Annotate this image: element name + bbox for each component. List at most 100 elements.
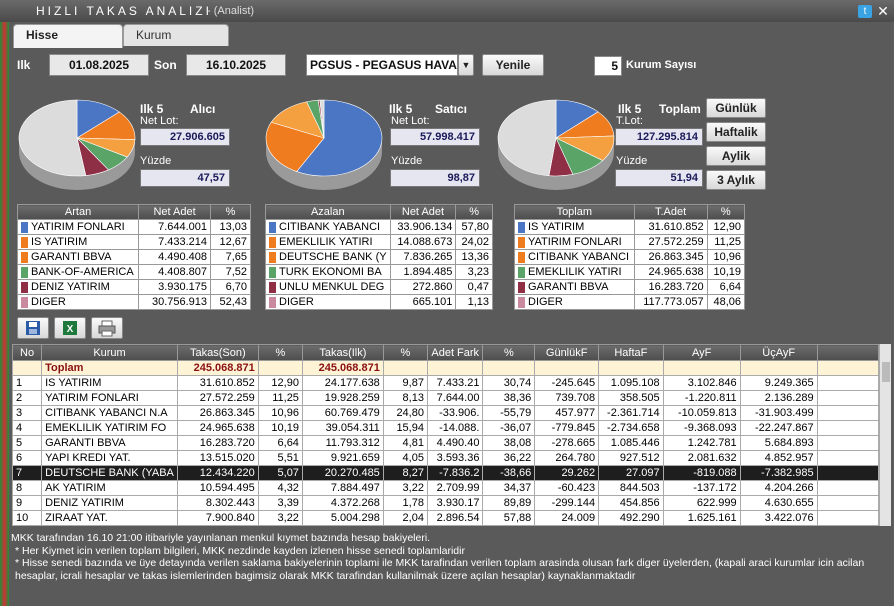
row-name: GARANTI BBVA bbox=[528, 281, 609, 293]
table-row[interactable]: 7 DEUTSCHE BANK (YABA 12.434.220 5,07 20.270… bbox=[11, 465, 880, 481]
background-strip bbox=[0, 22, 9, 606]
tab-kurum[interactable]: Kurum bbox=[123, 24, 229, 46]
column-header[interactable]: % bbox=[382, 344, 428, 361]
column-header[interactable]: GünlükF bbox=[534, 344, 600, 361]
table-cell: 10.594.495 bbox=[176, 480, 259, 496]
column-header[interactable]: Takas(Ilk) bbox=[301, 344, 384, 361]
table-cell: 5.004.298 bbox=[301, 510, 384, 526]
table-cell: 31.610.852 bbox=[176, 375, 259, 391]
table-row[interactable]: IS YATIRIM 31.610.852 12,90 bbox=[514, 219, 746, 235]
column-header[interactable]: AyF bbox=[662, 344, 741, 361]
table-cell: -7.836.2 bbox=[426, 465, 484, 481]
table-row[interactable]: 9 DENIZ YATIRIM 8.302.443 3,39 4.372.268 1,78… bbox=[11, 495, 880, 511]
column-header[interactable]: % bbox=[482, 344, 536, 361]
table-row[interactable]: IS YATIRIM 7.433.214 12,67 bbox=[16, 234, 251, 250]
table-cell: 38,08 bbox=[482, 435, 536, 451]
row-name: IS YATIRIM bbox=[528, 221, 585, 233]
table-row[interactable]: EMEKLILIK YATIRI 14.088.673 24,02 bbox=[265, 234, 493, 250]
table-cell: 6,64 bbox=[257, 435, 303, 451]
close-icon[interactable]: ✕ bbox=[877, 3, 889, 19]
legend-swatch bbox=[518, 221, 525, 233]
table-row[interactable]: UNLU MENKUL DEG 272.860 0,47 bbox=[265, 279, 493, 295]
table-row[interactable]: CITIBANK YABANCI 33.906.134 57,80 bbox=[265, 219, 493, 235]
save-icon[interactable] bbox=[17, 317, 49, 339]
chevron-down-icon[interactable]: ▼ bbox=[458, 54, 474, 76]
table-row[interactable]: DIGER 117.773.057 48,06 bbox=[514, 294, 746, 310]
vertical-scrollbar[interactable] bbox=[879, 344, 891, 526]
print-icon[interactable] bbox=[91, 317, 123, 339]
table-row[interactable]: 3 CITIBANK YABANCI N.A 26.863.345 10,96 60.7… bbox=[11, 405, 880, 421]
excel-icon[interactable]: X bbox=[54, 317, 86, 339]
row-percent: 7,65 bbox=[210, 249, 251, 265]
table-row[interactable]: CITIBANK YABANCI 26.863.345 10,96 bbox=[514, 249, 746, 265]
table-row[interactable]: TURK EKONOMI BA 1.894.485 3,23 bbox=[265, 264, 493, 280]
row-percent: 6,70 bbox=[210, 279, 251, 295]
table-row[interactable]: 6 YAPI KREDI YAT. 13.515.020 5,51 9.921.659 4… bbox=[11, 450, 880, 466]
table-row[interactable]: BANK-OF-AMERICA 4.408.807 7,52 bbox=[16, 264, 251, 280]
uc-aylik-button[interactable]: 3 Aylık bbox=[706, 170, 766, 190]
column-header: Azalan bbox=[265, 204, 391, 220]
table-cell: 4.852.957 bbox=[739, 450, 818, 466]
column-header[interactable]: % bbox=[257, 344, 303, 361]
table-row[interactable]: 4 EMEKLILIK YATIRIM FO 24.965.638 10,19 39.0… bbox=[11, 420, 880, 436]
table-row[interactable]: DEUTSCHE BANK (Y 7.836.265 13,36 bbox=[265, 249, 493, 265]
table-cell: 2.896.54 bbox=[426, 510, 484, 526]
table-row[interactable]: DIGER 665.101 1,13 bbox=[265, 294, 493, 310]
legend-swatch bbox=[269, 251, 276, 263]
main-panel: Hisse Kurum Ilk 01.08.2025 Son 16.10.202… bbox=[9, 22, 893, 606]
row-name-cell: DIGER bbox=[514, 294, 635, 310]
table-cell: 492.290 bbox=[598, 510, 664, 526]
stock-select[interactable]: PGSUS - PEGASUS HAVA bbox=[306, 54, 458, 76]
table-row[interactable]: DIGER 30.756.913 52,43 bbox=[16, 294, 251, 310]
table-row[interactable]: 5 GARANTI BBVA 16.283.720 6,64 11.793.312 4,8… bbox=[11, 435, 880, 451]
twitter-icon[interactable]: t bbox=[858, 5, 872, 18]
column-header[interactable]: HaftaF bbox=[598, 344, 664, 361]
satici-pie-slice bbox=[265, 121, 325, 172]
table-row[interactable]: GARANTI BBVA 4.490.408 7,65 bbox=[16, 249, 251, 265]
table-cell: 30,74 bbox=[482, 375, 536, 391]
table-row[interactable]: YATIRIM FONLARI 7.644.001 13,03 bbox=[16, 219, 251, 235]
column-header[interactable]: No bbox=[11, 344, 43, 361]
table-row[interactable]: 1 IS YATIRIM 31.610.852 12,90 24.177.638 9,87… bbox=[11, 375, 880, 391]
haftalik-button[interactable]: Haftalik bbox=[706, 122, 766, 142]
table-cell: 4,81 bbox=[382, 435, 428, 451]
table-cell: -1.220.811 bbox=[662, 390, 741, 406]
tab-hisse[interactable]: Hisse bbox=[13, 24, 123, 48]
total-empty bbox=[816, 360, 880, 376]
total-empty bbox=[598, 360, 664, 376]
yenile-button[interactable]: Yenile bbox=[482, 54, 544, 76]
alici-yuzde-label: Yüzde bbox=[140, 155, 172, 167]
total-ilk: 245.068.871 bbox=[301, 360, 384, 376]
table-row[interactable]: GARANTI BBVA 16.283.720 6,64 bbox=[514, 279, 746, 295]
start-date-input[interactable]: 01.08.2025 bbox=[49, 54, 149, 76]
table-cell: 1.242.781 bbox=[662, 435, 741, 451]
column-header[interactable]: Adet Fark bbox=[426, 344, 484, 361]
table-cell: 3.593.36 bbox=[426, 450, 484, 466]
aylik-button[interactable]: Aylik bbox=[706, 146, 766, 166]
row-name-cell: DENIZ YATIRIM bbox=[16, 279, 140, 295]
table-cell: -7.382.985 bbox=[739, 465, 818, 481]
gunluk-button[interactable]: Günlük bbox=[706, 98, 766, 118]
table-row[interactable]: 10 ZIRAAT YAT. 7.900.840 3,22 5.004.298 2,04 2… bbox=[11, 510, 880, 526]
table-cell-filler bbox=[816, 465, 880, 481]
table-row[interactable]: EMEKLILIK YATIRI 24.965.638 10,19 bbox=[514, 264, 746, 280]
total-empty bbox=[426, 360, 484, 376]
total-son: 245.068.871 bbox=[176, 360, 259, 376]
column-header[interactable]: Kurum bbox=[41, 344, 178, 361]
table-row[interactable]: 2 YATIRIM FONLARI 27.572.259 11,25 19.928.25… bbox=[11, 390, 880, 406]
end-date-input[interactable]: 16.10.2025 bbox=[186, 54, 286, 76]
table-row[interactable]: 8 AK YATIRIM 10.594.495 4,32 7.884.497 3,22 2.… bbox=[11, 480, 880, 496]
legend-swatch bbox=[21, 281, 28, 293]
table-row[interactable]: DENIZ YATIRIM 3.930.175 6,70 bbox=[16, 279, 251, 295]
table-cell: 12,90 bbox=[257, 375, 303, 391]
table-cell: -299.144 bbox=[534, 495, 600, 511]
table-row[interactable]: YATIRIM FONLARI 27.572.259 11,25 bbox=[514, 234, 746, 250]
table-cell: 1,78 bbox=[382, 495, 428, 511]
row-value: 7.836.265 bbox=[389, 249, 457, 265]
table-cell: -55,79 bbox=[482, 405, 536, 421]
legend-swatch bbox=[269, 221, 276, 233]
column-header[interactable]: ÜçAyF bbox=[739, 344, 818, 361]
row-percent: 7,52 bbox=[210, 264, 251, 280]
kurum-sayisi-input[interactable]: 5 bbox=[594, 56, 622, 76]
column-header[interactable]: Takas(Son) bbox=[176, 344, 259, 361]
